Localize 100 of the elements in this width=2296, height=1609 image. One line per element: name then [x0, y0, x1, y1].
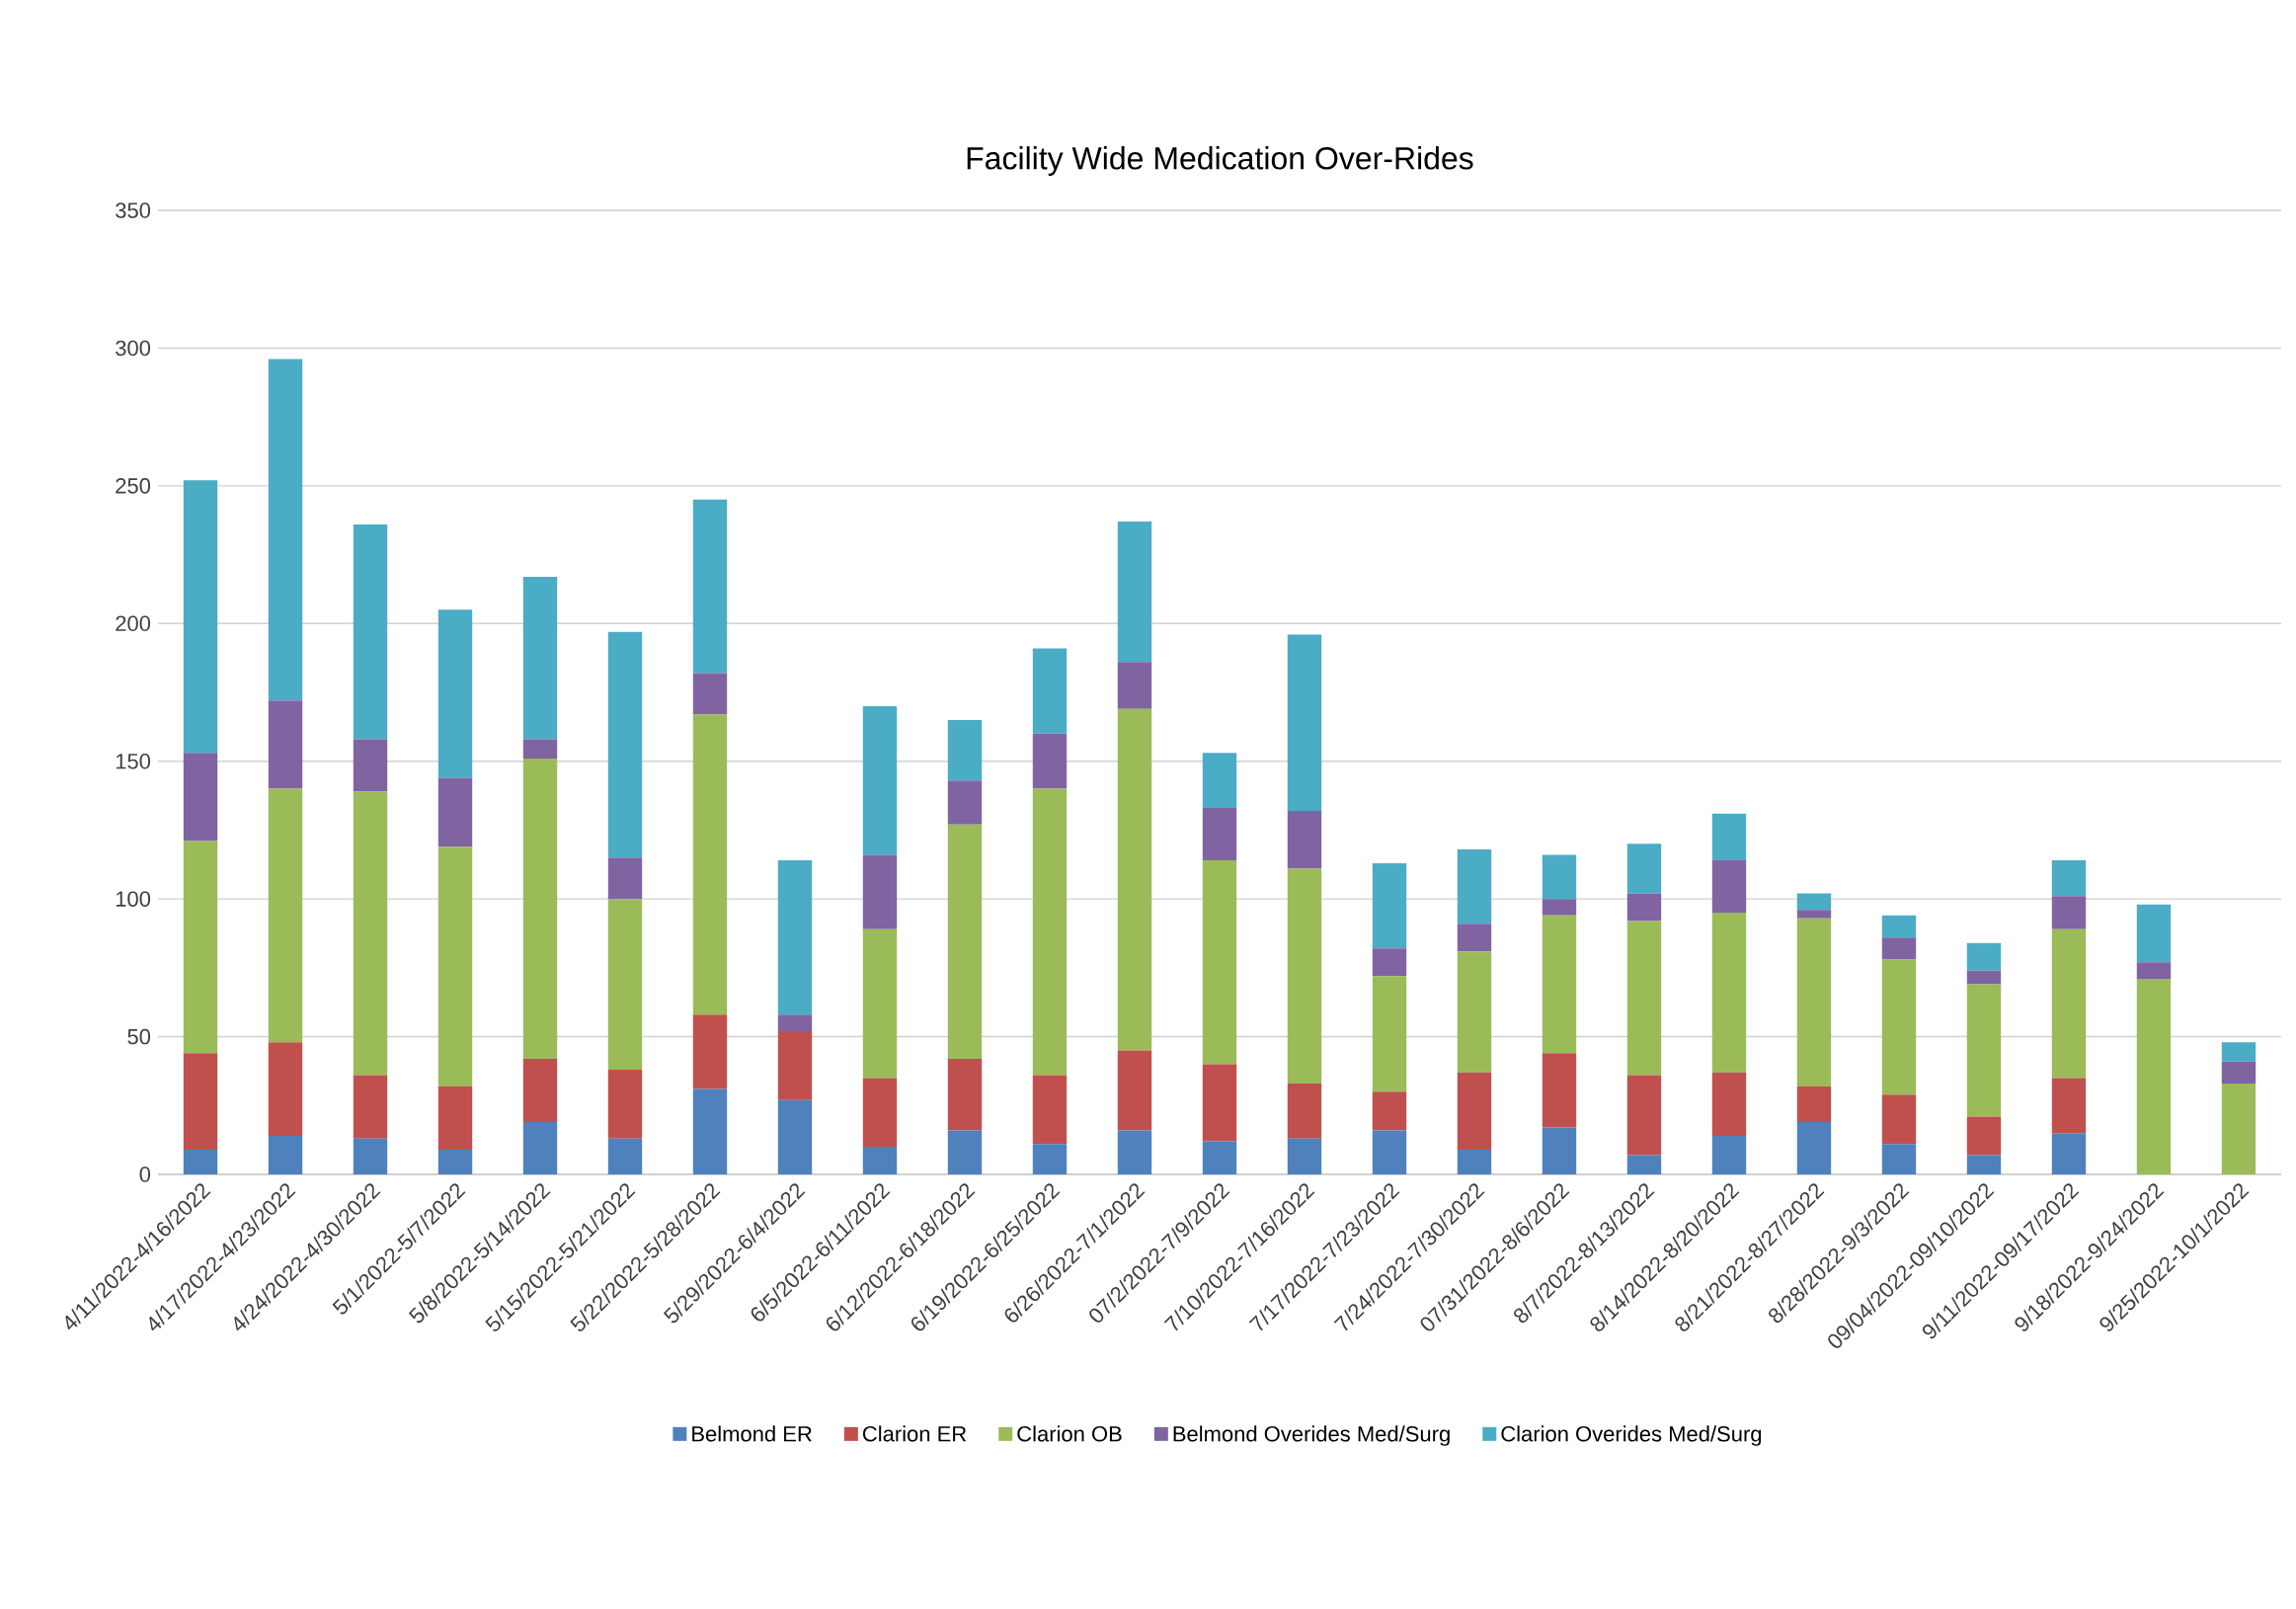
- bar: [183, 841, 218, 1054]
- y-tick-label: 200: [116, 615, 151, 632]
- bar: [1457, 951, 1492, 1073]
- bar: [1626, 844, 1662, 894]
- bar: [437, 1086, 473, 1150]
- bar: [862, 928, 898, 1079]
- bar: [1966, 1155, 2002, 1174]
- bar: [692, 1014, 728, 1089]
- bar: [1881, 1094, 1917, 1145]
- bar: [1287, 1138, 1322, 1174]
- bar: [2136, 904, 2172, 963]
- bar: [947, 824, 983, 1059]
- bar: [1966, 984, 2002, 1117]
- bar: [1542, 1053, 1577, 1128]
- bar: [1626, 1075, 1662, 1156]
- bar: [1881, 959, 1917, 1095]
- bar: [1202, 1141, 1237, 1174]
- bar: [777, 1014, 813, 1031]
- y-tick-label: 250: [116, 478, 151, 494]
- bar: [1117, 1050, 1152, 1131]
- bar: [437, 777, 473, 847]
- bar: [268, 788, 303, 1043]
- bar: [1711, 1072, 1747, 1136]
- bar: [1372, 976, 1407, 1092]
- bar: [1457, 924, 1492, 952]
- bar: [1711, 913, 1747, 1073]
- bar: [2051, 860, 2087, 897]
- bar: [607, 631, 643, 858]
- bar: [1796, 910, 1832, 919]
- bar: [1881, 1144, 1917, 1174]
- bar: [1032, 648, 1068, 734]
- bar: [2136, 979, 2172, 1174]
- bar: [1626, 893, 1662, 922]
- y-tick-label: 50: [127, 1028, 151, 1045]
- bar: [1032, 1144, 1068, 1174]
- bar: [947, 1058, 983, 1131]
- bar: [522, 1122, 558, 1174]
- bar: [353, 1075, 388, 1139]
- bar: [1372, 1091, 1407, 1131]
- bar: [1796, 1086, 1832, 1123]
- bar: [2221, 1042, 2256, 1062]
- bar: [2051, 896, 2087, 929]
- bar: [1457, 1072, 1492, 1150]
- bar: [1287, 868, 1322, 1084]
- bar: [522, 739, 558, 759]
- bar: [183, 1149, 218, 1174]
- bar: [1202, 753, 1237, 809]
- bar: [1117, 1130, 1152, 1174]
- bar: [353, 1138, 388, 1174]
- bar: [1202, 808, 1237, 861]
- bar: [607, 1070, 643, 1139]
- bar: [1287, 810, 1322, 869]
- bar: [437, 609, 473, 778]
- chart-title: Facility Wide Medication Over-Rides: [967, 146, 1473, 176]
- legend-label: Clarion OB: [1017, 1425, 1122, 1442]
- bar: [1796, 918, 1832, 1086]
- bar: [2136, 962, 2172, 980]
- bar: [268, 359, 303, 701]
- bar: [1626, 1155, 1662, 1174]
- bar: [1202, 1064, 1237, 1142]
- bar: [1372, 948, 1407, 977]
- bar: [947, 780, 983, 825]
- bar: [862, 705, 898, 855]
- bar: [1881, 937, 1917, 960]
- bar: [2051, 928, 2087, 1079]
- bar: [1372, 862, 1407, 949]
- legend-label: Clarion ER: [862, 1425, 967, 1442]
- bar: [1287, 1083, 1322, 1139]
- bar: [947, 1130, 983, 1174]
- y-tick-label: 100: [116, 891, 151, 907]
- bar: [1796, 1122, 1832, 1174]
- bar: [777, 1031, 813, 1100]
- bar: [1711, 813, 1747, 861]
- bar: [1542, 899, 1577, 916]
- bar: [522, 576, 558, 740]
- bar: [1966, 970, 2002, 985]
- bar: [353, 739, 388, 792]
- bar: [268, 1042, 303, 1136]
- bar: [607, 899, 643, 1071]
- bar: [1117, 662, 1152, 709]
- bar: [1457, 848, 1492, 925]
- bar: [268, 700, 303, 789]
- y-tick-label: 150: [116, 753, 151, 769]
- bar: [353, 523, 388, 740]
- bar: [1542, 1127, 1577, 1174]
- bar: [1542, 854, 1577, 900]
- bar: [692, 673, 728, 715]
- bar: [862, 1147, 898, 1174]
- bar: [183, 480, 218, 754]
- bar: [1711, 1135, 1747, 1174]
- bar: [183, 753, 218, 842]
- bar: [1032, 788, 1068, 1076]
- bar: [1966, 1116, 2002, 1156]
- bar: [2221, 1061, 2256, 1084]
- bar: [777, 1099, 813, 1174]
- bar: [1881, 915, 1917, 938]
- bar: [1711, 860, 1747, 914]
- bar: [692, 714, 728, 1015]
- bar: [947, 719, 983, 781]
- bar: [1117, 708, 1152, 1051]
